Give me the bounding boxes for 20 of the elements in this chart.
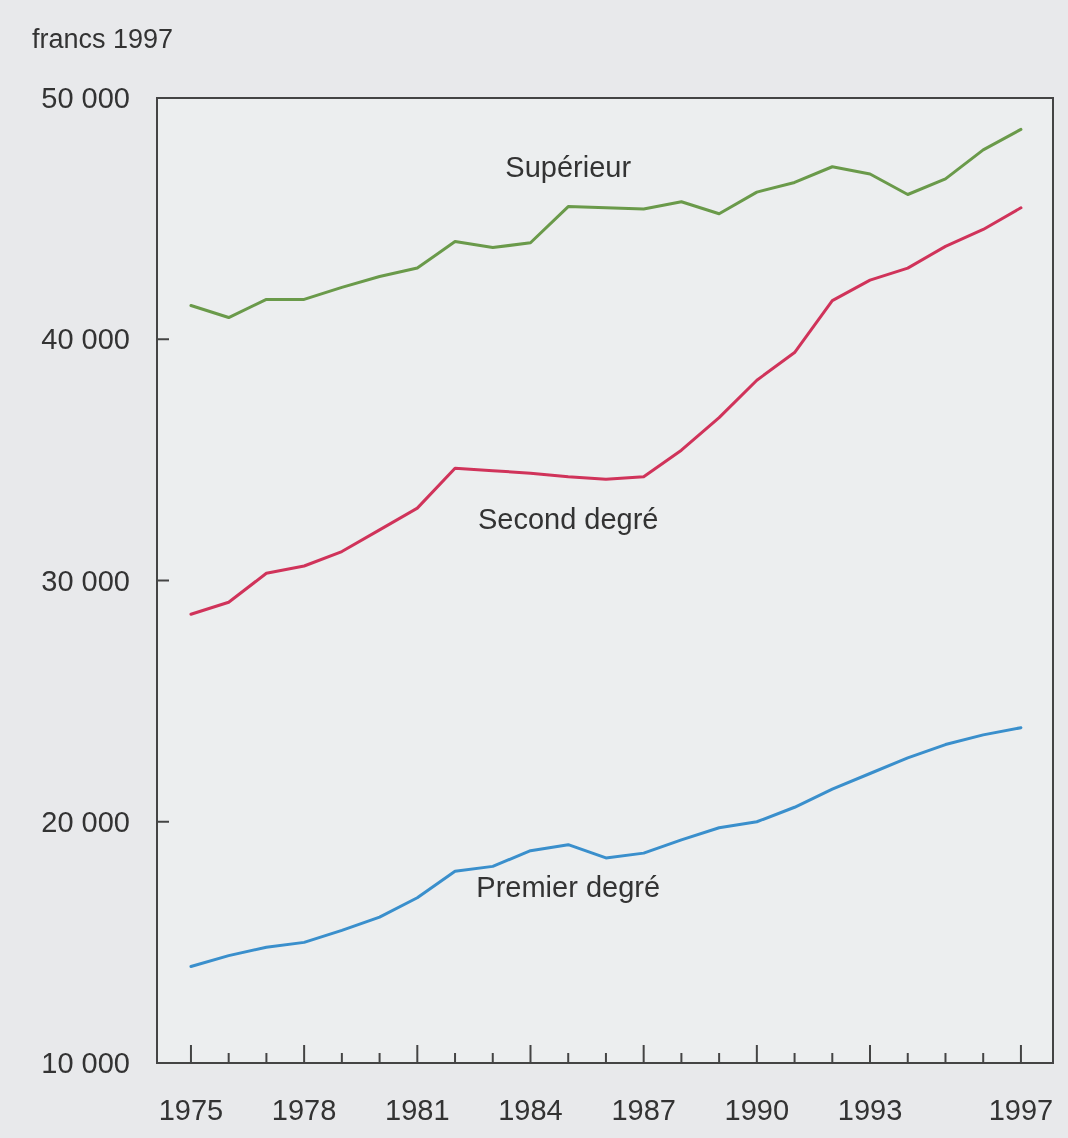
x-tick-label: 1990 (724, 1094, 790, 1126)
y-tick-label: 40 000 (41, 323, 130, 356)
series-label: Second degré (477, 502, 659, 535)
line-series (189, 127, 1023, 320)
x-tick-label: 1978 (271, 1094, 337, 1126)
x-tick-label: 1987 (611, 1094, 676, 1126)
y-axis-title: francs 1997 (32, 24, 174, 54)
x-tick-label: 1981 (385, 1094, 450, 1126)
x-tick-label: 1993 (837, 1094, 903, 1126)
y-tick-label: 30 000 (41, 564, 130, 597)
x-tick-label: 1975 (158, 1094, 224, 1126)
x-tick-label: 1984 (498, 1094, 563, 1126)
series-label: Premier degré (476, 870, 661, 903)
y-tick-label: 20 000 (41, 805, 130, 838)
y-tick-label: 10 000 (41, 1047, 130, 1080)
line-series (189, 726, 1023, 968)
series-label: Supérieur (505, 150, 632, 183)
y-tick-label: 50 000 (41, 82, 130, 115)
line-series (189, 206, 1023, 616)
x-tick-label: 1997 (988, 1094, 1054, 1126)
